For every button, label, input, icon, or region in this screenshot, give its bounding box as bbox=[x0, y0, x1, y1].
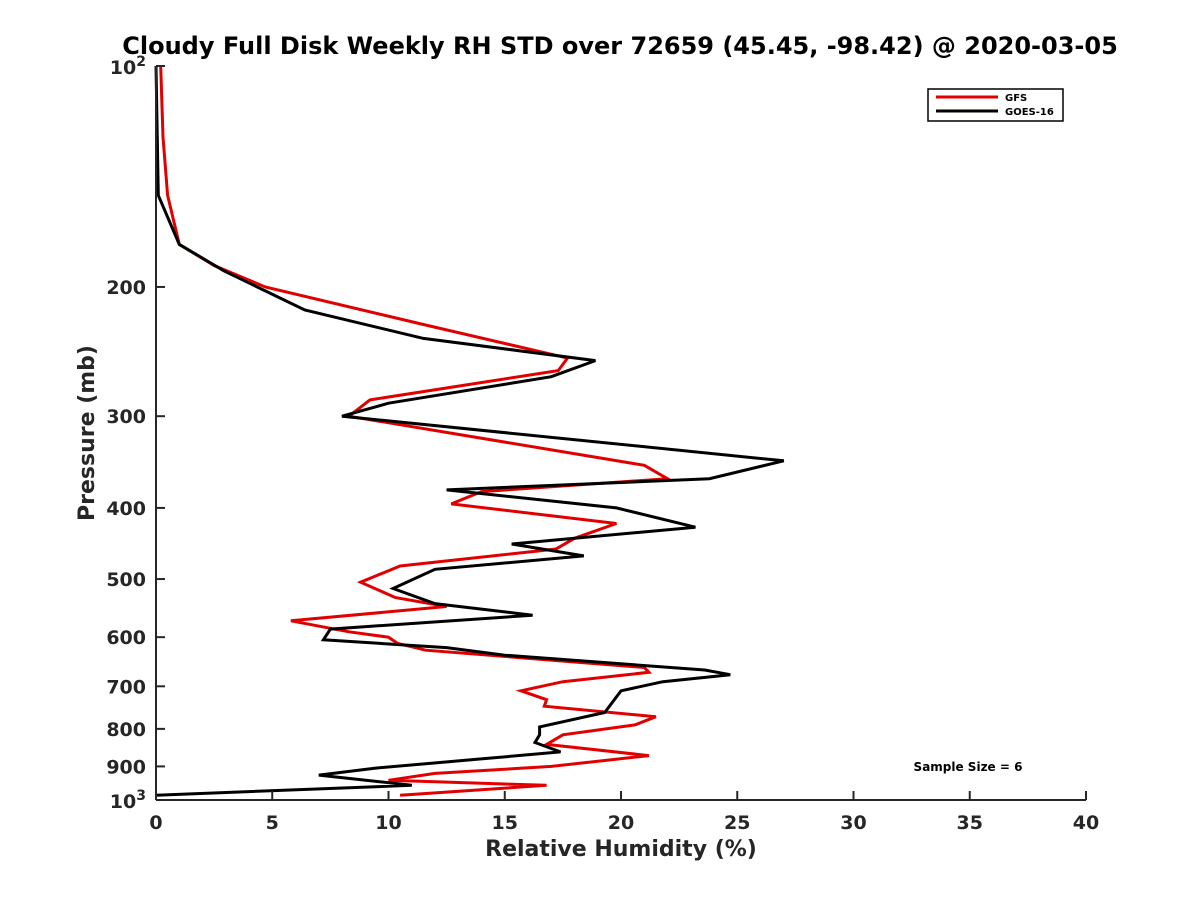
x-tick-label: 15 bbox=[492, 812, 518, 834]
x-tick-label: 40 bbox=[1073, 812, 1099, 834]
y-tick-label: 102 bbox=[110, 54, 146, 79]
x-tick-label: 5 bbox=[266, 812, 279, 834]
chart-title: Cloudy Full Disk Weekly RH STD over 7265… bbox=[122, 32, 1118, 60]
y-tick-label: 700 bbox=[106, 676, 146, 698]
y-tick-label: 200 bbox=[106, 277, 146, 299]
x-axis-label: Relative Humidity (%) bbox=[485, 837, 757, 862]
y-tick-label: 800 bbox=[106, 719, 146, 741]
y-tick-label: 300 bbox=[106, 406, 146, 428]
y-tick-label: 900 bbox=[106, 756, 146, 778]
plot-area bbox=[154, 65, 785, 797]
x-tick-label: 0 bbox=[149, 812, 162, 834]
y-tick-label: 400 bbox=[106, 498, 146, 520]
series-line-goes16 bbox=[154, 65, 785, 797]
series-line-gfs bbox=[159, 65, 673, 797]
y-axis-ticks: 200 300 400 500 600 700 800 900 102 103 bbox=[106, 54, 165, 813]
x-tick-label: 20 bbox=[608, 812, 634, 834]
x-tick-label: 25 bbox=[724, 812, 750, 834]
x-tick-label: 35 bbox=[957, 812, 983, 834]
legend-label-goes16: GOES-16 bbox=[1005, 107, 1054, 118]
x-axis-ticks: 0 5 10 15 20 25 30 35 40 bbox=[149, 791, 1099, 834]
y-tick-label: 600 bbox=[106, 627, 146, 649]
y-tick-label: 103 bbox=[110, 788, 146, 813]
legend-label-gfs: GFS bbox=[1005, 93, 1027, 104]
y-axis-label: Pressure (mb) bbox=[75, 345, 100, 521]
y-tick-label: 500 bbox=[106, 569, 146, 591]
legend: GFS GOES-16 bbox=[927, 88, 1064, 122]
legend-box bbox=[927, 88, 1064, 122]
x-tick-label: 10 bbox=[375, 812, 401, 834]
x-tick-label: 30 bbox=[840, 812, 866, 834]
sample-size-annotation: Sample Size = 6 bbox=[914, 760, 1023, 774]
